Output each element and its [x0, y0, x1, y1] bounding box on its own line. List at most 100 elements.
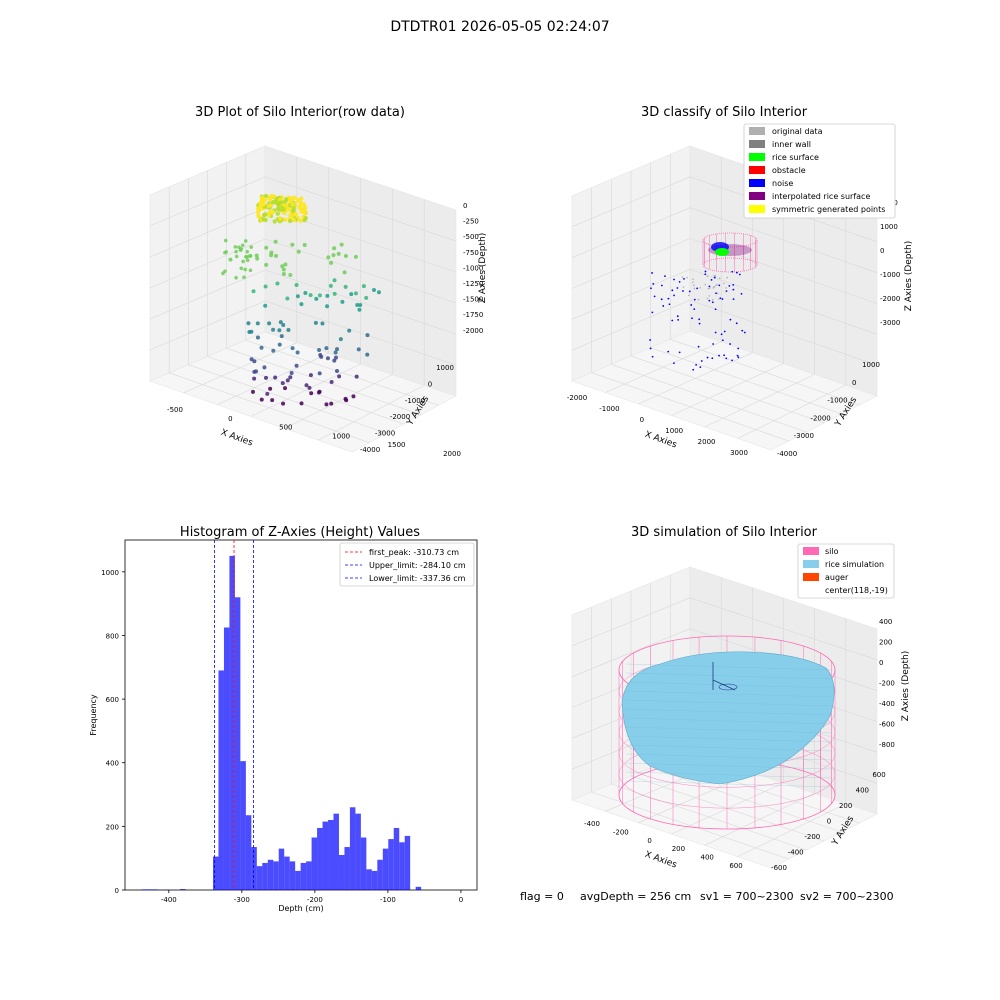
- noise-point: [697, 345, 700, 348]
- noise-point: [714, 331, 717, 334]
- data-point: [308, 373, 313, 378]
- panel2-title: 3D classify of Silo Interior: [641, 105, 808, 120]
- panel4-x-tick: 400: [701, 854, 714, 862]
- data-point: [243, 239, 248, 243]
- data-point: [255, 206, 261, 211]
- legend-swatch: [749, 205, 765, 213]
- panel1-z-tick: -1750: [463, 311, 483, 319]
- noise-point: [651, 311, 654, 314]
- noise-point: [732, 283, 735, 286]
- histogram-bar: [382, 848, 389, 890]
- noise-point: [708, 285, 711, 288]
- data-point: [317, 293, 322, 298]
- data-point: [347, 328, 352, 333]
- noise-point: [667, 297, 670, 300]
- data-point: [262, 197, 268, 203]
- noise-point: [649, 347, 652, 350]
- noise-point: [660, 284, 663, 287]
- original-point: [692, 278, 694, 281]
- data-point: [279, 334, 284, 339]
- legend-label: obstacle: [772, 166, 806, 175]
- rice-mesh-line: [625, 717, 833, 725]
- panel2-legend: original data inner wall rice surface obsta…: [743, 123, 896, 219]
- data-point: [245, 249, 249, 254]
- panel2-x-ticks: -2000 -1000 0 1000 2000 3000: [567, 394, 748, 457]
- data-point: [271, 327, 276, 332]
- data-point: [299, 302, 304, 307]
- data-point: [279, 205, 285, 210]
- data-point: [263, 193, 269, 199]
- data-point: [343, 396, 348, 401]
- panel4-x-tick: 0: [647, 837, 651, 845]
- data-point: [263, 217, 268, 223]
- noise-point: [710, 278, 713, 281]
- original-point: [714, 275, 717, 277]
- noise-point: [673, 294, 675, 297]
- noise-point: [678, 280, 681, 283]
- histogram-bar: [306, 861, 312, 890]
- noise-point: [737, 356, 740, 359]
- noise-point: [660, 298, 663, 301]
- x-tick-label: -100: [380, 896, 396, 904]
- histogram-bar: [147, 889, 153, 890]
- panel1-z-tick: -250: [463, 218, 479, 226]
- data-point: [278, 320, 283, 325]
- legend-label: interpolated rice surface: [772, 192, 870, 201]
- panel4-title: 3D simulation of Silo Interior: [631, 525, 818, 540]
- data-point: [329, 260, 334, 265]
- data-point: [269, 193, 274, 199]
- legend-label: noise: [772, 179, 793, 188]
- data-point: [353, 254, 358, 259]
- data-point: [255, 321, 260, 326]
- legend-label: rice surface: [772, 153, 819, 162]
- noise-point: [719, 297, 722, 300]
- data-point: [240, 243, 245, 248]
- panel1-y-tick: -1000: [405, 397, 425, 405]
- noise-point: [664, 275, 666, 278]
- y-tick-label: 200: [106, 823, 119, 831]
- data-point: [278, 200, 283, 205]
- original-point: [713, 274, 716, 277]
- data-point: [288, 375, 293, 380]
- data-point: [288, 272, 293, 277]
- footer-sv2: sv2 = 700~2300: [800, 890, 894, 903]
- data-point: [329, 380, 334, 385]
- data-point: [361, 284, 366, 289]
- legend-label: first_peak: -310.73 cm: [369, 548, 459, 557]
- data-point: [283, 386, 288, 391]
- data-point: [332, 291, 337, 296]
- data-point: [317, 348, 322, 353]
- original-point: [711, 298, 714, 301]
- noise-point: [735, 322, 738, 325]
- data-point: [296, 249, 301, 254]
- data-point: [353, 291, 358, 296]
- data-point: [324, 346, 329, 351]
- histogram-bar: [213, 856, 219, 890]
- rice-mesh-line: [625, 672, 833, 680]
- legend-label: Lower_limit: -337.36 cm: [369, 574, 466, 583]
- data-point: [325, 293, 330, 298]
- original-point: [688, 294, 690, 297]
- noise-point: [740, 292, 743, 295]
- noise-point: [693, 298, 696, 301]
- data-point: [255, 335, 260, 340]
- panel1-x-tick: 0: [228, 415, 232, 423]
- panel2-z-tick: -1000: [880, 271, 900, 279]
- rice-mesh-line: [625, 663, 833, 671]
- data-point: [280, 381, 285, 386]
- noise-point: [692, 368, 695, 371]
- rice-mesh-line: [625, 753, 833, 761]
- panel3-x-ticks: -400 -300 -200 -100 0: [161, 890, 463, 904]
- panel2-y-tick: -1000: [827, 397, 847, 405]
- legend-label: center(118,-19): [825, 586, 888, 595]
- data-point: [283, 199, 288, 204]
- panel2-y-tick: 1000: [862, 361, 880, 369]
- data-point: [265, 391, 270, 396]
- histogram-bar: [229, 555, 235, 890]
- y-tick-label: 600: [106, 696, 119, 704]
- noise-point: [696, 287, 699, 290]
- noise-point: [677, 318, 680, 321]
- panel1-x-tick: 500: [279, 424, 292, 432]
- noise-point: [676, 315, 679, 318]
